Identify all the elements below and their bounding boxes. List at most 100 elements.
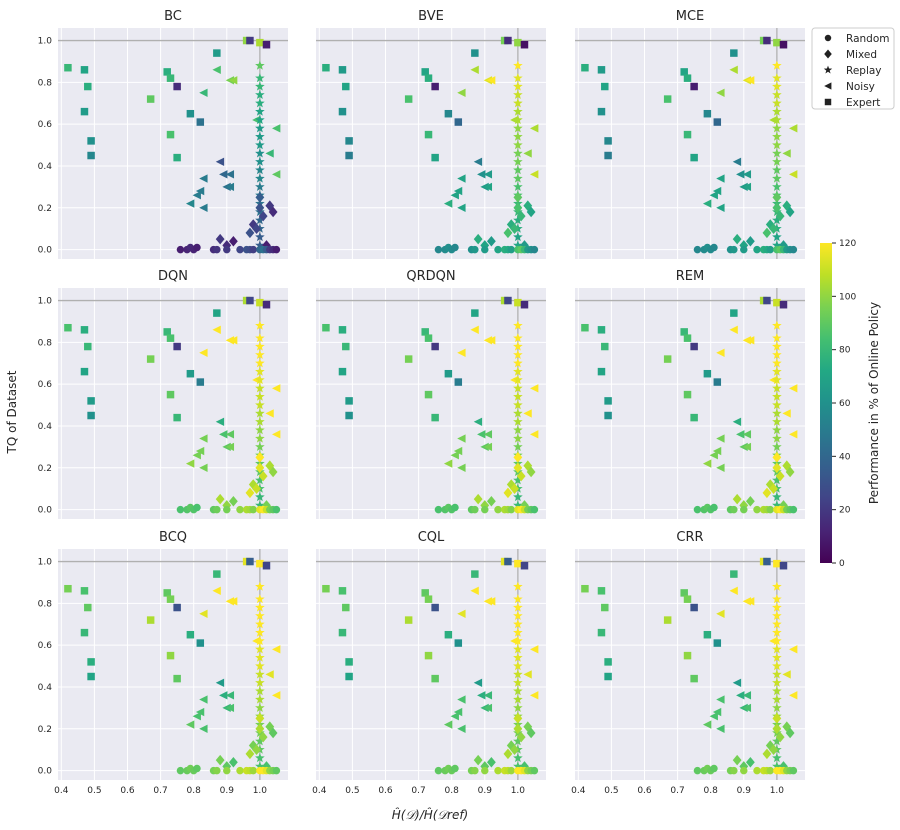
expert-point [163,68,171,76]
expert-point [80,66,89,74]
replay-point [513,156,523,166]
noisy-point [712,707,722,717]
replay-point [255,181,265,191]
expert-point [773,298,781,307]
noisy-point [443,459,453,468]
random-point [507,505,515,514]
noisy-point [457,203,466,212]
plot-background [58,549,288,780]
replay-point [772,661,782,671]
replay-point [255,581,265,591]
random-point [451,764,459,773]
noisy-point [477,170,486,179]
replay-point [513,416,523,426]
expert-point [703,369,712,378]
colorbar-tick-label: 120 [839,239,856,249]
mixed-point [255,462,265,474]
replay-point [513,425,523,435]
expert-point [514,298,522,307]
random-point [471,766,479,775]
y-tick-label: 0.0 [38,506,53,516]
expert-point [345,151,353,160]
replay-point [513,686,523,696]
mixed-point [255,192,265,203]
expert-point [690,153,698,162]
replay-point [255,383,265,393]
noisy-point [745,597,755,606]
mixed-point [255,723,265,735]
legend-label: Expert [846,97,880,109]
noisy-point [530,430,539,439]
replay-point [255,619,265,629]
expert-point [84,342,92,351]
replay-point [255,694,265,704]
expert-point [404,616,413,624]
random-point [730,245,738,254]
noisy-point [457,434,466,443]
expert-point [581,323,589,332]
expert-point [87,672,95,681]
mixed-point [513,713,523,724]
noisy-point [457,174,466,183]
mixed-point [252,744,261,755]
replay-point [255,475,265,485]
replay-point [772,374,782,385]
replay-point [255,240,265,250]
x-tick-label: 0.8 [187,786,202,796]
noisy-point [742,170,752,179]
y-tick-label: 1.0 [38,37,53,47]
random-point [272,245,281,254]
expert-point [424,651,433,660]
panel-bcq: BCQ 0.0 0.2 0.4 0.6 0.8 1.0 0.4 0.5 0.6 0.7 0.8 0.9 1… [38,530,288,796]
noisy-point [199,203,208,212]
panel-mce: MCE [575,9,805,259]
noisy-point [483,691,493,700]
expert-point [763,296,771,305]
expert-point [424,74,433,82]
replay-point [513,669,523,679]
expert-point [345,411,353,420]
panel-dqn: DQN 0.0 0.2 0.4 0.6 0.8 1.0 [38,269,288,519]
expert-point [80,326,89,334]
expert-point [146,616,155,624]
noisy-point [486,336,496,345]
noisy-point [450,451,459,460]
legend-marker-mixed [824,49,832,59]
expert-point [520,40,529,49]
panel-title: BC [164,9,182,24]
expert-point [213,309,221,317]
replay-point [513,181,523,191]
replay-point [513,400,523,410]
expert-point [431,82,439,91]
noisy-point [745,76,755,85]
panel-qrdqn: QRDQN [316,269,546,519]
x-tick-label: 0.9 [220,786,235,796]
legend-label: Replay [846,65,882,77]
noisy-point [530,170,539,179]
x-tick-label: 0.9 [737,786,752,796]
noisy-point [185,199,195,208]
random-point [530,505,539,514]
replay-point [255,341,265,351]
expert-point [166,334,175,342]
expert-point [683,651,692,660]
y-tick-label: 0.6 [38,120,53,130]
expert-point [196,118,205,126]
expert-point [87,151,95,160]
expert-point [779,300,788,309]
replay-point [255,333,265,343]
mixed-point [486,235,496,247]
noisy-point [225,442,235,452]
replay-point [513,761,523,771]
mixed-point [215,754,225,766]
expert-point [683,334,692,342]
random-point [193,764,201,773]
replay-point [255,114,265,125]
expert-point [163,328,171,336]
expert-point [763,36,771,45]
expert-point [597,66,606,74]
mixed-point [513,452,523,463]
noisy-point [782,409,791,418]
expert-point [338,66,347,74]
noisy-point [782,670,791,679]
